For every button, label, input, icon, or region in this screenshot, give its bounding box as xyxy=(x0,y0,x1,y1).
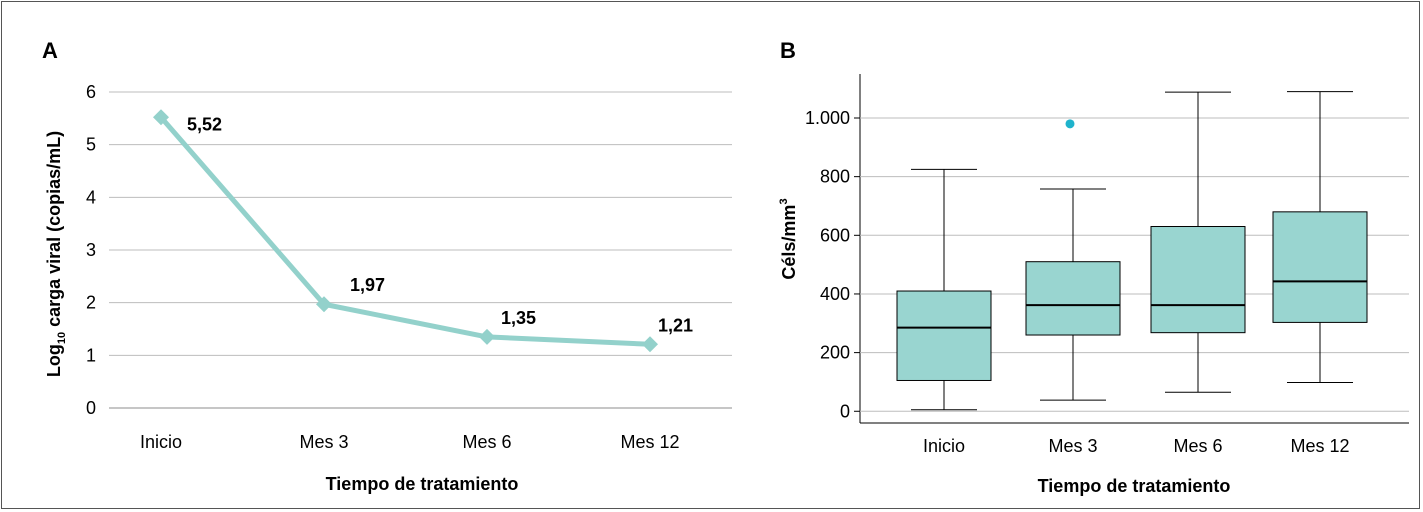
chart-b-box-iqr xyxy=(1025,261,1121,336)
chart-b-box-iqr xyxy=(896,290,992,381)
chart-a-y-tick-label: 1 xyxy=(86,345,96,365)
chart-b: B 0 200 400 600 800 1.000 Inicio Mes 3 Mes 6 Mes… xyxy=(778,38,1409,496)
chart-a-data-point xyxy=(153,109,169,126)
chart-a-series-line xyxy=(159,115,651,347)
chart-a-x-tick-label: Mes 12 xyxy=(620,432,679,452)
panel-label-a: A xyxy=(42,38,58,63)
chart-b-box-iqr xyxy=(1272,211,1368,323)
chart-b-y-tick-label: 600 xyxy=(820,225,850,245)
chart-a-y-axis-title: Log10 carga viral (copias/mL) xyxy=(44,131,68,377)
chart-b-x-tick-label: Mes 12 xyxy=(1290,436,1349,456)
panel-label-b: B xyxy=(780,38,796,63)
chart-a-data-point xyxy=(642,336,658,353)
chart-a-y-tick-label: 3 xyxy=(86,240,96,260)
chart-b-x-tick-label: Mes 3 xyxy=(1048,436,1097,456)
chart-a-data-label: 1,35 xyxy=(501,308,536,328)
chart-a-y-tick-label: 0 xyxy=(86,398,96,418)
chart-b-box xyxy=(1025,119,1121,401)
chart-b-box-iqr xyxy=(1150,226,1246,334)
chart-b-y-tick-label: 1.000 xyxy=(805,108,850,128)
chart-b-box xyxy=(896,168,992,411)
chart-b-boxes xyxy=(896,91,1368,411)
chart-a-data-label: 1,97 xyxy=(350,275,385,295)
chart-a-y-ticks: 0 1 2 3 4 5 6 xyxy=(86,82,96,418)
chart-b-y-tick-label: 0 xyxy=(840,401,850,421)
chart-a-data-label: 1,21 xyxy=(658,315,693,335)
chart-a-x-ticks: Inicio Mes 3 Mes 6 Mes 12 xyxy=(140,432,680,452)
chart-a-series xyxy=(153,109,658,353)
chart-b-box xyxy=(1272,91,1368,384)
chart-a-y-tick-label: 5 xyxy=(86,135,96,155)
chart-b-y-ticks: 0 200 400 600 800 1.000 xyxy=(805,108,850,421)
chart-a-y-tick-label: 6 xyxy=(86,82,96,102)
chart-b-x-axis-title: Tiempo de tratamiento xyxy=(1038,476,1231,496)
chart-a-x-tick-label: Inicio xyxy=(140,432,182,452)
chart-b-y-tick-label: 400 xyxy=(820,284,850,304)
chart-b-box xyxy=(1150,91,1246,393)
chart-b-x-tick-label: Mes 6 xyxy=(1173,436,1222,456)
chart-a-data-labels: 5,52 1,97 1,35 1,21 xyxy=(187,114,693,335)
chart-b-x-ticks: Inicio Mes 3 Mes 6 Mes 12 xyxy=(923,436,1350,456)
chart-b-outlier xyxy=(1065,119,1075,129)
chart-b-x-tick-label: Inicio xyxy=(923,436,965,456)
chart-a-x-tick-label: Mes 6 xyxy=(462,432,511,452)
chart-a-x-tick-label: Mes 3 xyxy=(299,432,348,452)
chart-a-y-tick-label: 4 xyxy=(86,187,96,207)
chart-a: A 0 1 2 3 4 5 6 Inicio Mes 3 Mes 6 Mes 12 5,52 1,9… xyxy=(42,38,732,494)
chart-a-gridlines xyxy=(109,91,732,409)
chart-a-data-point xyxy=(316,296,332,313)
chart-a-y-tick-label: 2 xyxy=(86,293,96,313)
chart-a-x-axis-title: Tiempo de tratamiento xyxy=(326,474,519,494)
chart-b-y-tick-label: 200 xyxy=(820,343,850,363)
chart-b-y-axis-title: Céls/mm3 xyxy=(778,198,799,279)
chart-a-data-label: 5,52 xyxy=(187,114,222,134)
chart-a-data-point xyxy=(479,328,495,345)
chart-b-y-tick-label: 800 xyxy=(820,167,850,187)
